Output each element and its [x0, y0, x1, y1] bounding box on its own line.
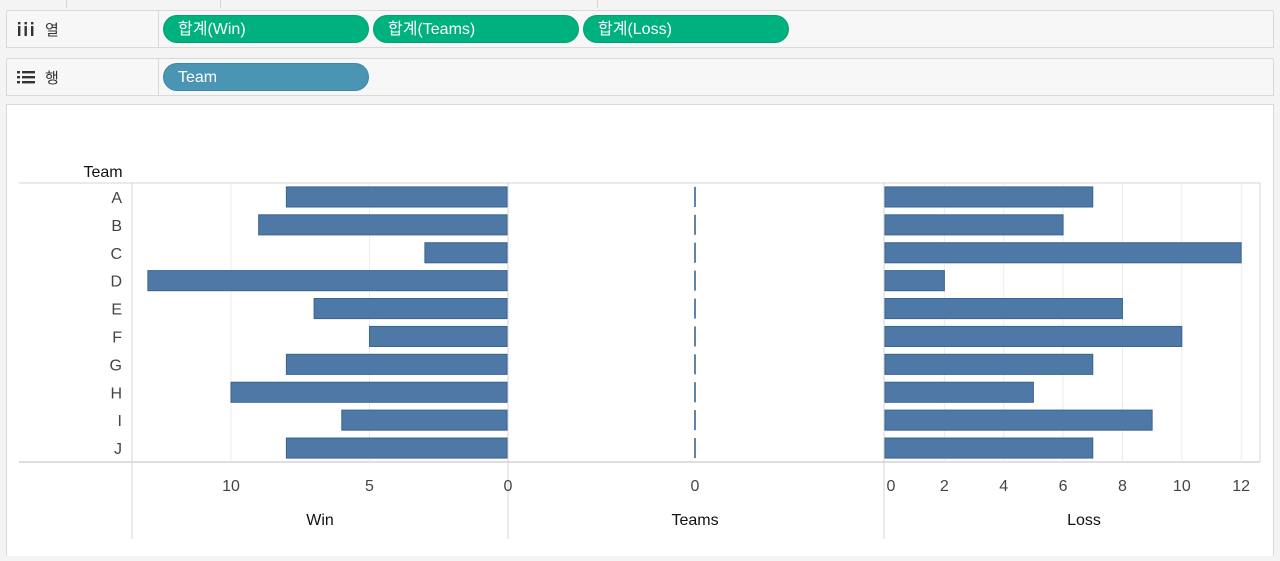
x-tick-label-loss: 4 — [999, 478, 1008, 495]
bar-loss[interactable] — [884, 437, 1094, 459]
columns-icon — [17, 22, 35, 36]
category-label: E — [111, 302, 122, 319]
bar-teams[interactable] — [694, 214, 696, 235]
bar-loss[interactable] — [884, 242, 1242, 264]
bar-win[interactable] — [285, 353, 508, 375]
bar-win[interactable] — [368, 325, 508, 347]
axis-title-win: Win — [306, 512, 334, 529]
x-tick-label-loss: 2 — [940, 478, 949, 495]
rows-label: 행 — [45, 68, 59, 87]
axis-title-teams: Teams — [671, 512, 718, 529]
category-label: G — [110, 357, 122, 374]
bar-win[interactable] — [147, 270, 508, 292]
bar-teams[interactable] — [694, 270, 696, 291]
bar-win[interactable] — [313, 298, 508, 320]
strip-divider — [66, 0, 67, 8]
pill-sum-loss[interactable]: 합계(Loss) — [583, 15, 789, 43]
x-tick-label-loss: 8 — [1118, 478, 1127, 495]
x-tick-label-loss: 12 — [1232, 478, 1250, 495]
category-label: D — [110, 274, 122, 291]
category-label: H — [110, 385, 122, 402]
bar-loss[interactable] — [884, 298, 1123, 320]
columns-shelf[interactable]: 열 합계(Win) 합계(Teams) 합계(Loss) — [6, 10, 1274, 48]
x-tick-label-win: 10 — [222, 478, 240, 495]
columns-shelf-label: 열 — [7, 11, 159, 47]
rows-shelf-label: 행 — [7, 59, 159, 95]
bar-loss[interactable] — [884, 409, 1153, 431]
bar-loss[interactable] — [884, 270, 945, 292]
pill-sum-teams[interactable]: 합계(Teams) — [373, 15, 579, 43]
columns-label: 열 — [45, 20, 59, 39]
category-label: F — [112, 329, 122, 346]
x-tick-label-teams: 0 — [691, 478, 700, 495]
bar-teams[interactable] — [694, 438, 696, 459]
x-tick-label-loss: 10 — [1173, 478, 1191, 495]
strip-divider — [597, 0, 598, 8]
bar-win[interactable] — [285, 186, 508, 208]
bar-win[interactable] — [285, 437, 508, 459]
bar-teams[interactable] — [694, 382, 696, 403]
chart-area[interactable]: Team A B C D E F G H I J 10 5 0 Win 0 Teams 0 2 4 6 8 10 12 Loss — [6, 104, 1274, 556]
category-label: B — [111, 218, 122, 235]
bar-loss[interactable] — [884, 214, 1064, 236]
bar-teams[interactable] — [694, 242, 696, 263]
bar-teams[interactable] — [694, 186, 696, 207]
row-header-team: Team — [83, 164, 122, 181]
top-strip — [0, 0, 1280, 8]
bar-loss[interactable] — [884, 325, 1183, 347]
category-label: C — [110, 246, 122, 263]
x-tick-label-loss: 6 — [1059, 478, 1068, 495]
bar-win[interactable] — [258, 214, 508, 236]
bar-win[interactable] — [230, 381, 508, 403]
bar-loss[interactable] — [884, 381, 1034, 403]
x-tick-label-win: 0 — [504, 478, 513, 495]
bar-teams[interactable] — [694, 326, 696, 347]
bar-loss[interactable] — [884, 353, 1094, 375]
pill-team[interactable]: Team — [163, 63, 369, 91]
category-label: J — [114, 441, 122, 458]
bar-teams[interactable] — [694, 298, 696, 319]
category-label: A — [111, 190, 122, 207]
pill-sum-win[interactable]: 합계(Win) — [163, 15, 369, 43]
rows-list-icon — [17, 70, 35, 84]
rows-shelf[interactable]: 행 Team — [6, 58, 1274, 96]
bar-teams[interactable] — [694, 354, 696, 375]
bar-loss[interactable] — [884, 186, 1094, 208]
x-tick-label-win: 5 — [365, 478, 374, 495]
x-tick-label-loss: 0 — [887, 478, 896, 495]
axis-title-loss: Loss — [1067, 512, 1101, 529]
bar-win[interactable] — [341, 409, 508, 431]
bar-win[interactable] — [424, 242, 508, 264]
category-label: I — [118, 413, 122, 430]
bar-teams[interactable] — [694, 410, 696, 431]
strip-divider — [220, 0, 221, 8]
